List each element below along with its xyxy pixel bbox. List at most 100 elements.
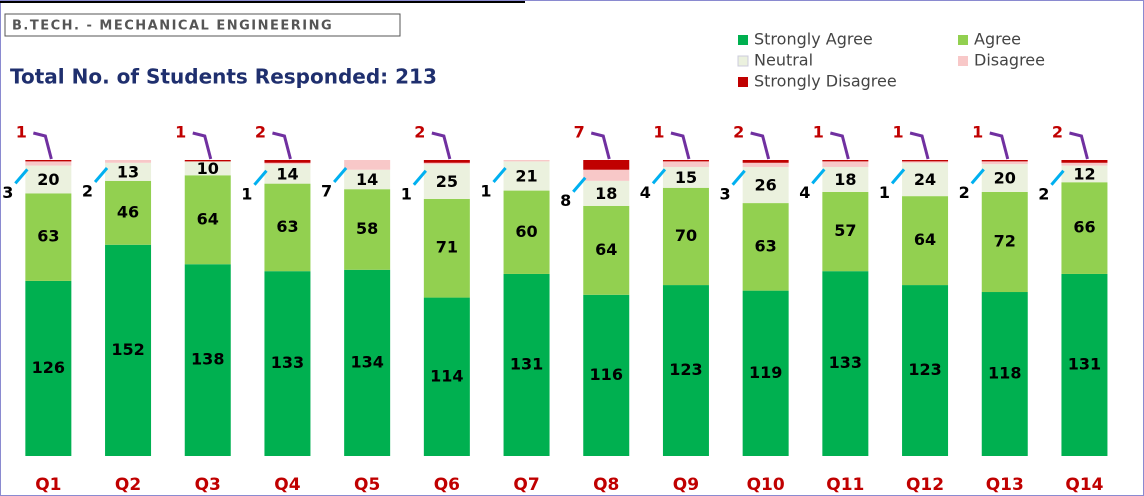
data-label: 72: [994, 231, 1016, 250]
bar-segment: [1061, 162, 1108, 166]
data-label: 114: [430, 366, 463, 385]
bar-segment: [583, 169, 630, 181]
bar-segment: [503, 273, 550, 456]
data-label: 2: [1038, 184, 1049, 203]
leader-line: [93, 167, 109, 183]
data-label: 60: [515, 222, 537, 241]
leader-line: [651, 168, 667, 185]
data-label: 64: [595, 240, 617, 259]
data-label: 1: [480, 182, 491, 201]
data-label: 26: [755, 176, 777, 195]
bar-segment: [1061, 160, 1108, 163]
legend-label: Agree: [974, 30, 1021, 49]
bar-segment: [105, 180, 152, 245]
legend-label: Strongly Disagree: [754, 72, 897, 91]
bar-segment: [902, 285, 949, 456]
legend-swatch: [958, 56, 968, 66]
leader-line: [192, 131, 213, 160]
bar-segment: [822, 166, 869, 192]
bar-segment: [184, 161, 231, 176]
bar-segment: [25, 165, 72, 194]
x-tick-label: Q4: [274, 475, 300, 495]
data-label: 63: [755, 236, 777, 255]
bar-segment: [423, 162, 470, 165]
data-label: 1: [879, 183, 890, 202]
legend-swatch: [738, 77, 748, 87]
bar-segment: [981, 191, 1028, 293]
bar-segment: [344, 269, 391, 456]
data-label: 152: [111, 340, 144, 359]
bar-segment: [822, 161, 869, 167]
bar-segment: [742, 203, 789, 291]
leader-line: [572, 176, 587, 193]
bar-segment: [105, 162, 152, 181]
bar-segment: [184, 175, 231, 265]
bar-segment: [184, 160, 231, 162]
data-label: 2: [255, 123, 266, 142]
data-label: 14: [276, 164, 298, 183]
bar-segment: [662, 285, 709, 456]
leader-line: [272, 131, 292, 160]
data-label: 1: [813, 123, 824, 142]
bar-segment: [423, 164, 470, 199]
bar-segment: [583, 294, 630, 456]
data-label: 3: [2, 183, 13, 202]
data-label: 123: [669, 360, 702, 379]
bar-segment: [981, 160, 1028, 162]
leader-line: [970, 168, 985, 185]
bar-segment: [902, 196, 949, 286]
bar-segment: [264, 164, 311, 184]
data-label: 1: [653, 123, 664, 142]
bar-segment: [25, 161, 72, 166]
bar-segment: [25, 160, 72, 162]
data-label: 57: [834, 221, 856, 240]
data-label: 2: [82, 182, 93, 201]
bar-segment: [822, 271, 869, 456]
data-label: 63: [276, 217, 298, 236]
header-box: [4, 13, 401, 37]
data-label: 7: [321, 182, 332, 201]
data-label: 8: [560, 191, 571, 210]
header: B.TECH. - MECHANICAL ENGINEERING: [12, 19, 333, 34]
bar-segment: [105, 244, 152, 456]
bar-segment: [902, 162, 949, 197]
leader-line: [750, 131, 771, 160]
data-label: 63: [37, 227, 59, 246]
data-label: 126: [32, 358, 65, 377]
x-tick-label: Q7: [513, 475, 539, 495]
data-label: 12: [1073, 164, 1095, 183]
data-label: 116: [590, 365, 623, 384]
data-label: 134: [350, 352, 383, 371]
data-label: 14: [356, 170, 378, 189]
bar-segment: [742, 166, 789, 204]
leader-line: [14, 168, 29, 185]
bar-segment: [184, 264, 231, 456]
x-tick-label: Q9: [673, 475, 699, 495]
bar-segment: [264, 271, 311, 456]
leader-line: [1050, 169, 1065, 186]
bar-segment: [423, 160, 470, 163]
bar-segment: [1061, 182, 1108, 274]
data-label: 20: [994, 169, 1016, 188]
data-label: 18: [834, 170, 856, 189]
legend-swatch: [958, 35, 968, 45]
data-label: 133: [829, 353, 862, 372]
data-label: 2: [959, 183, 970, 202]
data-label: 2: [414, 123, 425, 142]
bar-segment: [105, 160, 152, 163]
data-label: 1: [401, 184, 412, 203]
bar-segment: [503, 161, 550, 191]
leader-line: [811, 168, 826, 185]
data-label: 1: [16, 123, 27, 142]
data-label: 15: [675, 168, 697, 187]
data-label: 1: [892, 123, 903, 142]
legend-label: Neutral: [754, 51, 813, 70]
bar-segment: [583, 205, 630, 295]
bar-segment: [742, 160, 789, 163]
data-label: 2: [733, 123, 744, 142]
x-tick-label: Q3: [195, 475, 221, 495]
leader-line: [670, 131, 691, 160]
x-tick-label: Q5: [354, 475, 380, 495]
x-tick-label: Q11: [826, 475, 864, 495]
